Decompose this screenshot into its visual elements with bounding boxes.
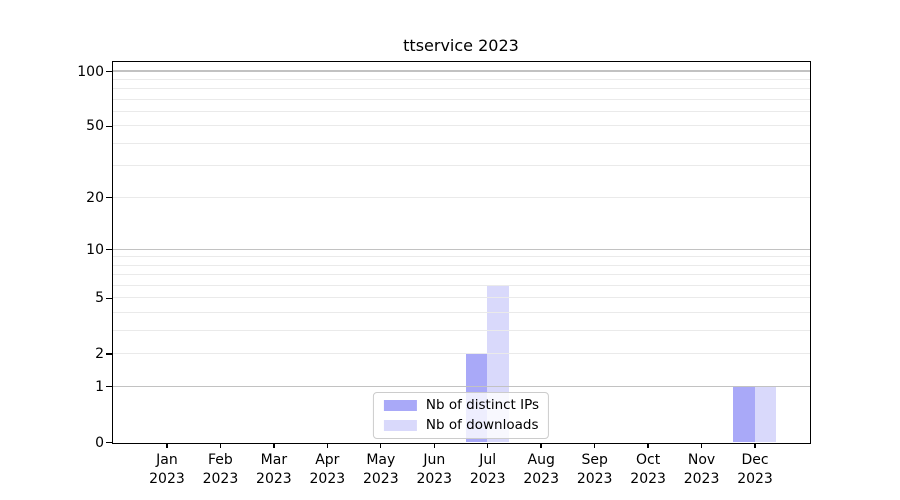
x-tick [754, 443, 756, 448]
y-tick-label: 10 [86, 241, 104, 258]
x-tick-label: Jul 2023 [469, 452, 506, 487]
y-tick-label: 20 [86, 189, 104, 206]
x-tick-label: Oct 2023 [630, 452, 666, 487]
bar-distinct-ips-dec [733, 386, 755, 442]
y-tick [106, 441, 112, 444]
x-tick-label: Nov 2023 [683, 452, 720, 487]
y-tick [106, 125, 112, 128]
x-tick-label: Jan 2023 [149, 452, 185, 487]
x-tick [487, 443, 489, 448]
x-tick [593, 443, 596, 448]
x-tick [700, 443, 703, 448]
gridline-minor [113, 78, 810, 80]
gridline-minor [113, 297, 810, 299]
gridline-major [113, 70, 810, 72]
y-tick [106, 70, 112, 73]
x-tick [647, 443, 649, 448]
y-tick-label: 5 [95, 290, 104, 307]
legend-item-distinct-ips: Nb of distinct IPs [383, 397, 540, 414]
y-tick [106, 386, 112, 388]
x-tick [326, 443, 329, 448]
y-tick [106, 353, 112, 355]
y-tick-label: 100 [77, 63, 104, 80]
plot-area [112, 61, 811, 444]
legend-swatch-downloads [383, 420, 417, 431]
gridline-minor [113, 88, 810, 90]
gridline-minor [113, 312, 810, 314]
x-tick-label: Mar 2023 [256, 452, 292, 487]
gridline-minor [113, 264, 810, 266]
y-tick [106, 297, 112, 300]
y-tick-label: 1 [95, 378, 104, 395]
x-tick-label: May 2023 [362, 452, 399, 487]
x-tick-label: Apr 2023 [309, 452, 346, 487]
gridline-minor [113, 142, 810, 144]
x-tick-label: Feb 2023 [202, 452, 239, 487]
legend-label-distinct-ips: Nb of distinct IPs [425, 397, 540, 413]
x-tick-label: Jun 2023 [416, 452, 453, 487]
y-tick-label: 0 [95, 434, 104, 451]
x-tick [433, 443, 435, 448]
gridline-major [113, 385, 810, 387]
chart-title: ttservice 2023 [403, 36, 519, 55]
legend-item-downloads: Nb of downloads [383, 417, 539, 434]
legend: Nb of distinct IPs Nb of downloads [372, 392, 550, 439]
x-tick-label: Dec 2023 [737, 452, 773, 487]
gridline-minor [113, 353, 810, 355]
x-tick [380, 443, 382, 448]
gridline-minor [113, 98, 810, 100]
y-tick [106, 197, 112, 199]
gridline-minor [113, 165, 810, 167]
x-tick [273, 443, 275, 448]
legend-swatch-distinct-ips [383, 400, 417, 411]
x-tick-label: Aug 2023 [523, 452, 559, 487]
y-tick [106, 249, 112, 251]
x-tick [166, 443, 168, 448]
gridline-minor [113, 125, 810, 127]
x-tick [540, 443, 542, 448]
gridline-minor [113, 196, 810, 198]
y-tick-label: 2 [95, 346, 104, 363]
y-tick-label: 50 [86, 118, 104, 135]
gridline-minor [113, 111, 810, 113]
gridline-major [113, 248, 810, 250]
x-tick [219, 443, 222, 448]
gridline-minor [113, 330, 810, 332]
legend-label-downloads: Nb of downloads [425, 417, 539, 433]
gridline-minor [113, 256, 810, 258]
gridline-minor [113, 274, 810, 276]
bar-downloads-dec [754, 386, 777, 442]
x-tick-label: Sep 2023 [576, 452, 613, 487]
gridline-minor [113, 285, 810, 287]
